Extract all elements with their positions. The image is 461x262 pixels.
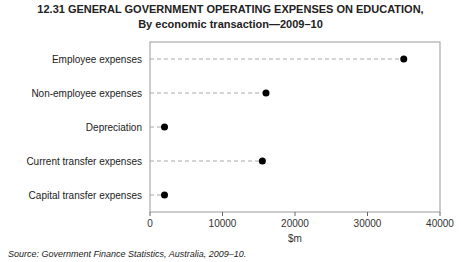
marks [150, 56, 407, 199]
category-label: Employee expenses [52, 54, 142, 65]
title: 12.31 GENERAL GOVERNMENT OPERATING EXPEN… [37, 3, 423, 15]
x-tick-label: 10000 [209, 218, 237, 229]
category-label: Depreciation [86, 122, 142, 133]
category-label: Non-employee expenses [31, 88, 142, 99]
x-tick [150, 212, 151, 216]
x-axis-label: $m [288, 233, 302, 244]
x-tick [295, 212, 296, 216]
x-tick-label: 20000 [281, 218, 309, 229]
subtitle: By economic transaction—2009–10 [138, 18, 323, 30]
x-tick [367, 212, 368, 216]
plot-frame [150, 42, 440, 212]
dot [400, 56, 407, 63]
dot [161, 192, 168, 199]
stem [150, 59, 404, 60]
chart: 12.31 GENERAL GOVERNMENT OPERATING EXPEN… [0, 0, 461, 262]
dot [259, 158, 266, 165]
x-tick [440, 212, 441, 216]
dot [263, 90, 270, 97]
x-tick-label: 0 [147, 218, 153, 229]
category-label: Current transfer expenses [26, 156, 142, 167]
source: Source: Government Finance Statistics, A… [8, 249, 246, 259]
stem [150, 93, 266, 94]
x-tick-label: 40000 [426, 218, 454, 229]
stem [150, 161, 262, 162]
category-label: Capital transfer expenses [29, 190, 142, 201]
x-tick-label: 30000 [354, 218, 382, 229]
dot [161, 124, 168, 131]
x-tick [222, 212, 223, 216]
